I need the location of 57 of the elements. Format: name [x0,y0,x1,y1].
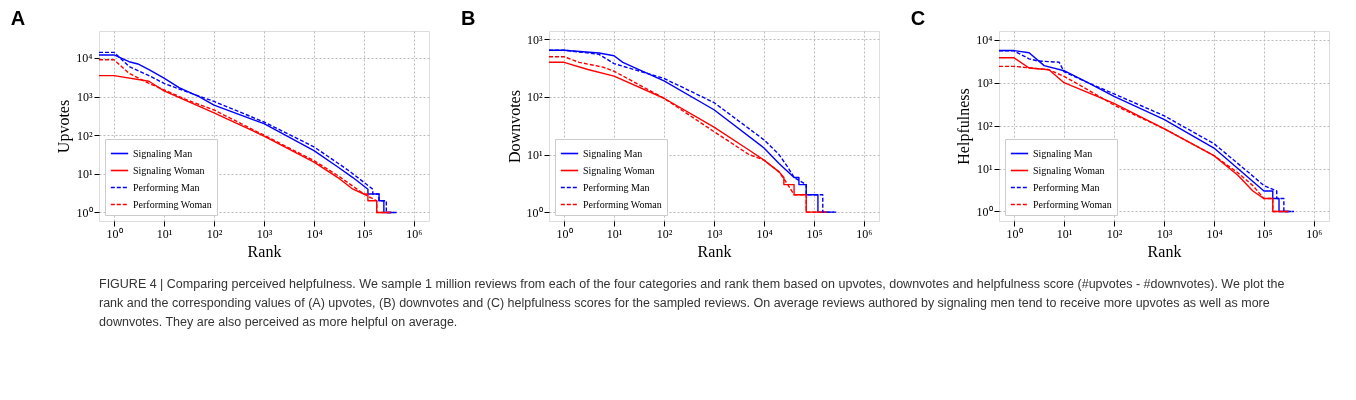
x-tick-label: 10⁴ [306,226,323,241]
x-tick-label: 10⁰ [1006,226,1023,241]
x-tick-label: 10⁴ [1206,226,1223,241]
caption: FIGURE 4 | Comparing perceived helpfulness. We sample 1 million reviews from each of the four categories and rank them based on upvotes, downvotes and helpfulness score (#upvotes - #downvotes). We plot the rank and the corresponding values of (A) upvotes, (B) downvotes and (C) helpfulness scores for the sampled reviews. On average reviews authored by signaling men tend to receive more upvotes as well as more downvotes. They are also perceived as more helpful on average. [99,277,1285,329]
x-tick-label: 10³ [706,226,723,241]
legend-label: Performing Man [583,181,650,193]
x-axis-title: Rank [1147,242,1182,260]
y-tick-label: 10² [526,90,543,105]
y-tick-label: 10⁴ [976,33,993,48]
x-tick-label: 10⁶ [406,226,423,241]
x-tick-label: 10² [206,226,223,241]
y-tick-label: 10¹ [976,162,993,177]
x-axis-title: Rank [247,242,282,260]
y-tick-label: 10³ [976,76,993,91]
chart-title: B [461,7,476,29]
legend-label: Signaling Man [583,147,643,159]
x-axis-title: Rank [697,242,732,260]
legend-label: Performing Woman [1033,198,1112,210]
y-tick-label: 10⁰ [526,205,543,220]
x-tick-label: 10⁵ [806,226,823,241]
legend-label: Signaling Woman [133,164,205,176]
x-tick-label: 10⁴ [756,226,773,241]
y-axis-title: Helpfulness [955,88,974,165]
y-tick-label: 10⁰ [976,204,993,219]
chart-title: C [910,7,926,29]
x-tick-label: 10¹ [156,226,173,241]
x-tick-label: 10⁵ [356,226,373,241]
x-tick-label: 10³ [256,226,273,241]
x-tick-label: 10² [1106,226,1123,241]
x-tick-label: 10² [656,226,673,241]
legend-label: Performing Man [133,181,200,193]
legend-label: Performing Man [1033,181,1100,193]
y-axis-title: Upvotes [55,99,74,154]
legend-label: Signaling Man [1033,147,1093,159]
y-tick-label: 10¹ [76,167,93,182]
y-tick-label: 10² [76,128,93,143]
legend-label: Performing Woman [133,198,212,210]
chart-title: A [10,7,26,29]
y-tick-label: 10⁰ [76,205,93,220]
x-tick-label: 10⁰ [556,226,573,241]
x-tick-label: 10⁶ [856,226,873,241]
legend-label: Signaling Man [133,147,193,159]
y-axis-title: Downvotes [505,90,523,163]
x-tick-label: 10³ [1156,226,1173,241]
x-tick-label: 10⁵ [1256,226,1273,241]
y-tick-label: 10³ [76,90,93,105]
y-tick-label: 10⁴ [76,51,93,66]
x-tick-label: 10¹ [1056,226,1073,241]
legend-label: Signaling Woman [583,164,655,176]
y-tick-label: 10³ [526,32,543,47]
y-tick-label: 10¹ [526,148,543,163]
y-tick-label: 10² [976,119,993,134]
x-tick-label: 10⁶ [1306,226,1323,241]
x-tick-label: 10¹ [606,226,623,241]
legend-label: Performing Woman [583,198,662,210]
x-tick-label: 10⁰ [106,226,123,241]
legend-label: Signaling Woman [1033,164,1105,176]
